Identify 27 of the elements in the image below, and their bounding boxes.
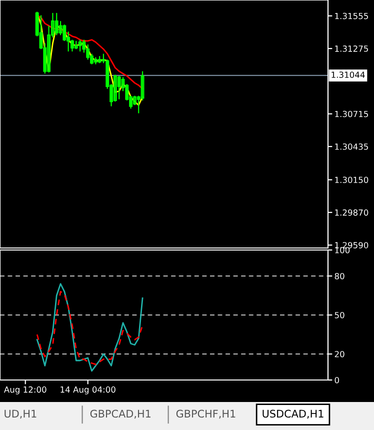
text: GBPCAD,H1 xyxy=(90,410,150,419)
line-series xyxy=(36,283,144,372)
y-tick-label: 1.29590 xyxy=(335,242,368,248)
y-tick-label: 80 xyxy=(334,272,344,280)
x-tick-label: 14 Aug 04:00 xyxy=(60,386,116,394)
y-tick-label: 50 xyxy=(334,312,344,318)
candlestick xyxy=(113,74,117,102)
x-tick-label: Aug 12:00 xyxy=(4,386,46,394)
candlestick xyxy=(54,12,58,36)
y-tick-label: 20 xyxy=(334,350,344,358)
candlestick xyxy=(140,70,144,101)
line-series xyxy=(36,290,144,366)
text: USDCAD,H1 xyxy=(262,410,324,419)
candlestick xyxy=(62,24,66,42)
y-tick-label: 1.29870 xyxy=(335,209,368,216)
y-tick-label: 1.30435 xyxy=(335,143,368,150)
candlestick xyxy=(78,39,82,52)
ref-line-label: 1.31044 xyxy=(332,72,365,78)
candlestick xyxy=(86,44,90,60)
y-tick-label: 1.31275 xyxy=(335,46,368,52)
text: GBPCHF,H1 xyxy=(176,410,236,419)
y-tick-label: 1.31555 xyxy=(335,12,368,20)
text: UD,H1 xyxy=(4,410,36,419)
y-tick-label: 1.30715 xyxy=(335,110,368,118)
y-tick-label: 0 xyxy=(334,376,339,384)
y-tick-label: 1.30150 xyxy=(335,176,368,184)
candlestick xyxy=(117,75,121,100)
